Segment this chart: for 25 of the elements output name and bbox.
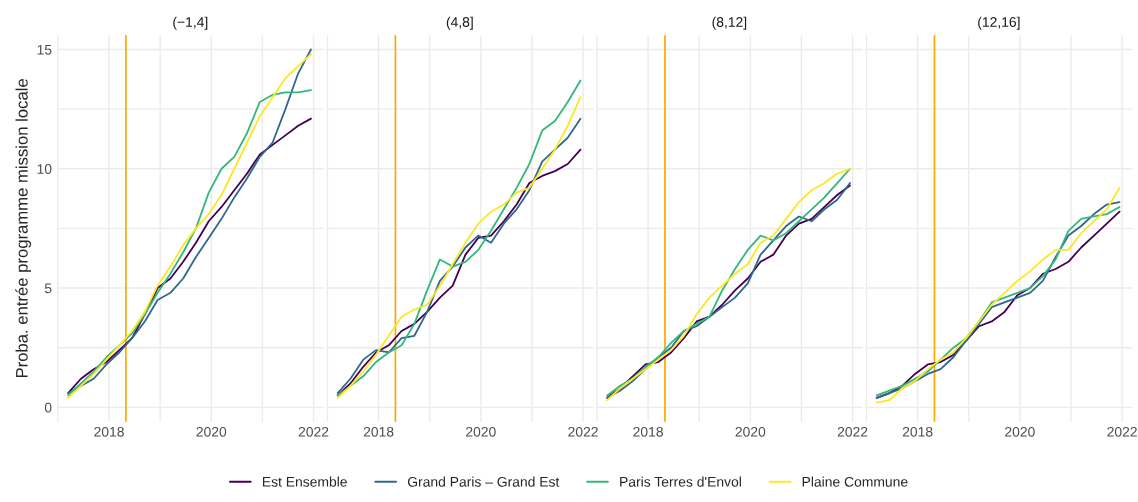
x-tick-label: 2018 [94, 426, 124, 437]
chart-title: (−1,4] [173, 16, 208, 30]
x-tick-label: 2020 [735, 426, 766, 437]
chart-title: (12,16] [978, 16, 1020, 30]
y-tick-label: 5 [44, 283, 52, 294]
legend-label: Grand Paris – Grand Est [407, 476, 560, 487]
y-tick-label: 0 [44, 402, 52, 413]
y-tick-label: 15 [37, 44, 52, 55]
x-tick-label: 2022 [568, 426, 598, 437]
x-tick-label: 2018 [902, 426, 933, 437]
x-tick-label: 2020 [1005, 426, 1035, 437]
y-axis-title: Proba. entrée programme mission locale [15, 79, 32, 378]
x-tick-label: 2022 [1107, 426, 1137, 437]
x-tick-label: 2022 [837, 426, 868, 437]
legend-label: Plaine Commune [802, 476, 908, 487]
x-tick-label: 2018 [363, 426, 394, 437]
legend-label: Paris Terres d'Envol [620, 476, 741, 487]
legend-label: Est Ensemble [262, 476, 347, 487]
chart-title: (4,8] [446, 16, 473, 30]
x-tick-label: 2018 [633, 426, 663, 437]
x-tick-label: 2022 [298, 426, 329, 437]
x-tick-label: 2020 [466, 426, 496, 437]
x-tick-label: 2020 [196, 426, 227, 437]
y-tick-label: 10 [37, 164, 52, 174]
chart-title: (8,12] [712, 16, 747, 30]
